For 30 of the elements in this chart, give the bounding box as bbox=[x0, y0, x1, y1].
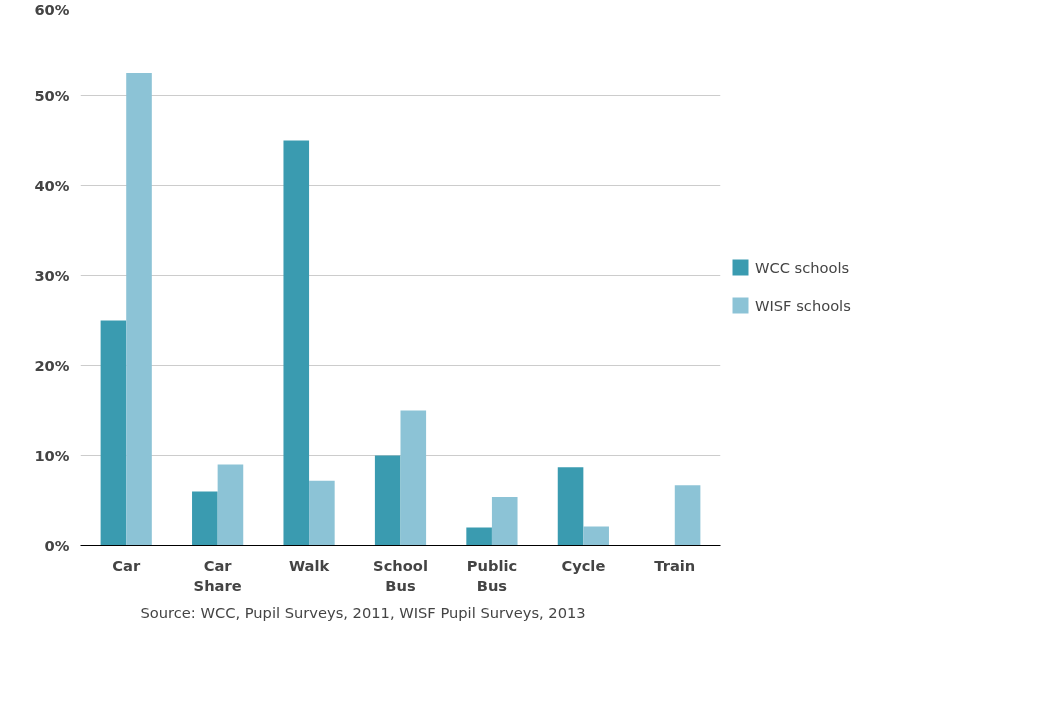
legend-label: WCC schools bbox=[755, 258, 850, 276]
bar bbox=[100, 320, 127, 546]
y-tick-label: 10% bbox=[34, 447, 70, 464]
y-tick-label: 60% bbox=[34, 0, 70, 18]
x-tick-label: Walk bbox=[288, 556, 331, 574]
y-tick-label: 0% bbox=[44, 537, 70, 554]
legend-label: WISF schools bbox=[755, 296, 851, 314]
bar bbox=[583, 526, 609, 546]
x-tick-label: Car bbox=[112, 556, 141, 574]
bar bbox=[192, 491, 218, 546]
bar bbox=[557, 467, 584, 546]
x-tick-label: Cycle bbox=[561, 556, 606, 574]
bar bbox=[466, 527, 492, 546]
bar bbox=[217, 464, 244, 546]
x-tick-label: Public Bus bbox=[466, 556, 518, 594]
bar bbox=[374, 455, 401, 546]
x-tick-label: Train bbox=[654, 556, 696, 574]
bar bbox=[309, 480, 335, 546]
y-tick-label: 20% bbox=[34, 357, 70, 374]
x-tick-label: School Bus bbox=[373, 556, 428, 594]
y-tick-label: 50% bbox=[34, 87, 70, 104]
x-tick-label: Car Share bbox=[193, 556, 242, 594]
source-note: Source: WCC, Pupil Surveys, 2011, WISF Pupil Surveys, 2013 bbox=[140, 603, 586, 621]
bar bbox=[491, 496, 518, 546]
bar bbox=[126, 73, 152, 546]
y-tick-label: 40% bbox=[34, 177, 70, 194]
bar bbox=[400, 410, 427, 546]
bar bbox=[283, 140, 310, 546]
bar bbox=[674, 485, 701, 546]
y-tick-label: 30% bbox=[34, 267, 70, 284]
